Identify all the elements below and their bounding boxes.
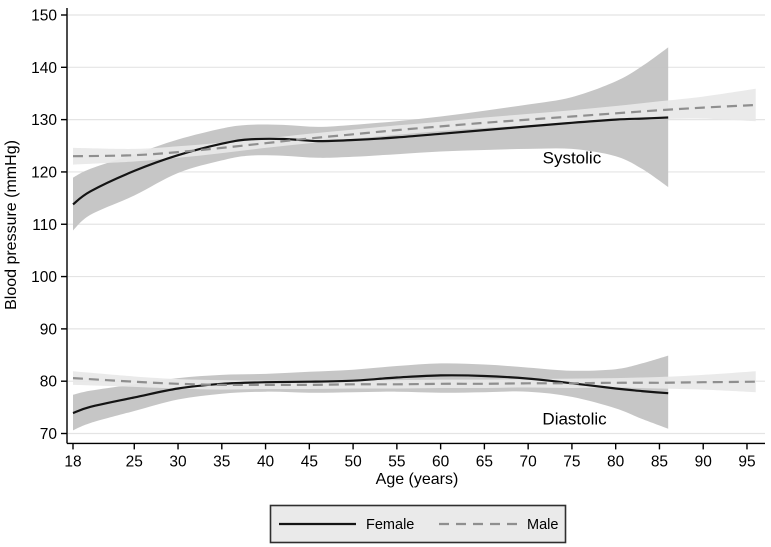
- x-tick-label-70: 70: [520, 453, 538, 470]
- x-tick-label-80: 80: [607, 453, 625, 470]
- x-tick-label-60: 60: [432, 453, 450, 470]
- y-axis-title: Blood pressure (mmHg): [3, 140, 20, 310]
- x-tick-label-55: 55: [388, 453, 405, 470]
- x-tick-label-45: 45: [301, 453, 318, 470]
- x-tick-label-18: 18: [64, 453, 81, 470]
- y-tick-label-140: 140: [31, 60, 57, 77]
- x-tick-label-90: 90: [695, 453, 713, 470]
- ci-band-male-diastolic: [73, 371, 756, 393]
- line-female-diastolic: [72, 374, 669, 415]
- y-tick-label-130: 130: [31, 112, 57, 129]
- x-tick-label-50: 50: [344, 453, 362, 470]
- line-female-systolic: [72, 116, 669, 206]
- y-tick-label-90: 90: [40, 321, 58, 338]
- x-tick-label-30: 30: [169, 453, 187, 470]
- x-tick-label-35: 35: [213, 453, 230, 470]
- y-tick-label-120: 120: [31, 164, 57, 181]
- annotation-diastolic: Diastolic: [542, 409, 607, 428]
- x-axis-title: Age (years): [376, 471, 459, 488]
- annotation-systolic: Systolic: [543, 148, 602, 167]
- x-tick-label-75: 75: [563, 453, 580, 470]
- x-tick-label-95: 95: [738, 453, 755, 470]
- y-tick-label-110: 110: [32, 217, 57, 234]
- legend-label-male: Male: [527, 517, 558, 533]
- x-tick-label-65: 65: [476, 453, 493, 470]
- x-tick-label-85: 85: [651, 453, 668, 470]
- y-tick-label-80: 80: [40, 374, 58, 391]
- legend-label-female: Female: [366, 517, 414, 533]
- ci-band-male-systolic: [73, 88, 756, 165]
- y-tick-label-70: 70: [40, 426, 58, 443]
- line-male-systolic: [72, 103, 756, 158]
- y-tick-label-100: 100: [31, 269, 57, 286]
- ci-band-female-diastolic: [73, 355, 669, 431]
- line-male-diastolic: [72, 377, 756, 387]
- x-tick-label-25: 25: [126, 453, 143, 470]
- y-tick-label-150: 150: [31, 8, 57, 25]
- x-tick-label-40: 40: [257, 453, 275, 470]
